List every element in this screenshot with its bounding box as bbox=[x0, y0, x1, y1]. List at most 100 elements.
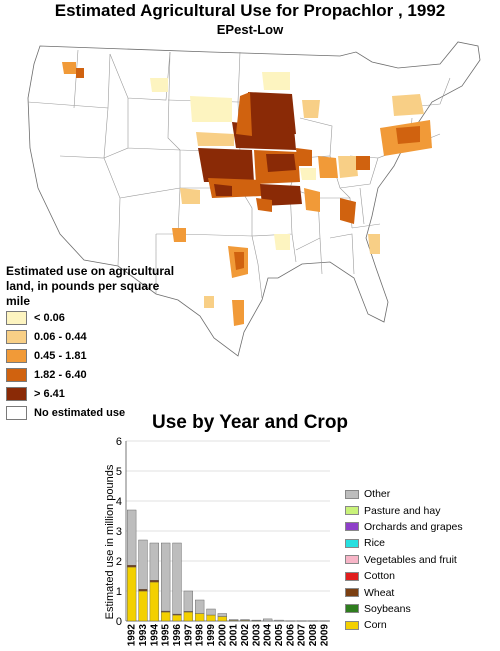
crop-swatch bbox=[345, 506, 359, 516]
x-axis-ticks: 1992 1993 1994 1995 1996 1997 1998 1999 2000 2001… bbox=[127, 624, 331, 647]
y-axis-ticks: 0 1 2 3 4 5 6 bbox=[116, 436, 122, 628]
bar-segment bbox=[161, 542, 171, 612]
y-tick-label: 0 bbox=[116, 616, 122, 628]
legend-swatch bbox=[6, 386, 27, 401]
crop-label: Soybeans bbox=[364, 602, 411, 615]
bar-segment bbox=[149, 581, 159, 622]
map-legend-item: 0.45 - 1.81 bbox=[6, 346, 186, 365]
bar-segment bbox=[127, 566, 137, 622]
bar-segment bbox=[206, 608, 216, 616]
bar-segment bbox=[172, 614, 182, 622]
bar-segment bbox=[172, 542, 182, 615]
x-tick-label: 1997 bbox=[183, 624, 194, 647]
bar-segment bbox=[195, 613, 205, 622]
y-axis-label: Estimated use in million pounds bbox=[104, 464, 116, 619]
bar-segment bbox=[149, 579, 159, 583]
x-tick-label: 2008 bbox=[308, 624, 319, 647]
bar-segment bbox=[217, 616, 227, 622]
x-tick-label: 2001 bbox=[229, 624, 240, 647]
legend-swatch bbox=[6, 405, 27, 420]
legend-label: No estimated use bbox=[34, 406, 126, 419]
x-tick-label: 2006 bbox=[285, 624, 296, 647]
bar-segment bbox=[138, 590, 148, 622]
crop-legend-item: Rice bbox=[345, 535, 500, 551]
legend-label: 0.45 - 1.81 bbox=[34, 349, 87, 362]
crop-swatch bbox=[345, 555, 359, 565]
crop-legend-item: Wheat bbox=[345, 584, 500, 600]
legend-swatch bbox=[6, 367, 27, 382]
crop-legend-item: Other bbox=[345, 486, 500, 502]
x-tick-label: 2007 bbox=[297, 624, 308, 647]
bar-segment bbox=[251, 619, 261, 621]
crop-label: Orchards and grapes bbox=[364, 520, 463, 533]
crop-swatch bbox=[345, 522, 359, 532]
bar-segment bbox=[308, 620, 318, 622]
crop-legend-item: Corn bbox=[345, 617, 500, 633]
map-legend-item: No estimated use bbox=[6, 403, 186, 422]
bar-segment bbox=[127, 564, 137, 568]
bar-segment bbox=[240, 619, 250, 621]
map-legend-item: < 0.06 bbox=[6, 308, 186, 327]
map-subtitle: EPest-Low bbox=[216, 22, 284, 37]
crop-legend-item: Vegetables and fruit bbox=[345, 552, 500, 568]
crop-label: Wheat bbox=[364, 586, 395, 599]
legend-swatch bbox=[6, 310, 27, 325]
crop-swatch bbox=[345, 620, 359, 630]
bar-segment bbox=[195, 599, 205, 614]
y-tick-label: 6 bbox=[116, 436, 122, 448]
map-legend-item: > 6.41 bbox=[6, 384, 186, 403]
legend-label: 1.82 - 6.40 bbox=[34, 368, 87, 381]
legend-swatch bbox=[6, 329, 27, 344]
y-tick-label: 5 bbox=[116, 466, 122, 478]
crop-label: Vegetables and fruit bbox=[364, 553, 457, 566]
use-by-year-chart: 0 1 2 3 4 5 6 1992 1993 1994 1995 1996 1997 1998 1999… bbox=[104, 436, 331, 647]
legend-swatch bbox=[6, 348, 27, 363]
y-tick-label: 2 bbox=[116, 556, 122, 568]
bar-segment bbox=[206, 614, 216, 622]
crop-swatch bbox=[345, 538, 359, 548]
chart-grid bbox=[125, 440, 330, 622]
bar-segment bbox=[217, 613, 227, 617]
x-tick-label: 1995 bbox=[161, 624, 172, 647]
crop-legend-item: Pasture and hay bbox=[345, 502, 500, 518]
chart-title: Use by Year and Crop bbox=[151, 412, 349, 433]
crop-label: Cotton bbox=[364, 570, 395, 583]
map-legend: < 0.06 0.06 - 0.44 0.45 - 1.81 1.82 - 6.… bbox=[6, 308, 186, 422]
x-tick-label: 1998 bbox=[195, 624, 206, 647]
bar-segment bbox=[274, 619, 284, 622]
bar-segment bbox=[263, 618, 273, 622]
crop-label: Rice bbox=[364, 537, 386, 550]
x-tick-label: 1993 bbox=[138, 624, 149, 647]
crop-swatch bbox=[345, 489, 359, 499]
crop-swatch bbox=[345, 571, 359, 581]
bar-segment bbox=[161, 611, 171, 622]
bar-segment bbox=[149, 542, 159, 581]
y-tick-label: 3 bbox=[116, 526, 122, 538]
us-outline bbox=[27, 41, 481, 357]
crop-label: Other bbox=[364, 488, 391, 501]
y-tick-label: 1 bbox=[116, 586, 122, 598]
x-tick-label: 2005 bbox=[274, 624, 285, 647]
y-tick-label: 4 bbox=[116, 496, 122, 508]
x-tick-label: 1999 bbox=[206, 624, 217, 647]
crop-label: Pasture and hay bbox=[364, 504, 441, 517]
x-tick-label: 1994 bbox=[149, 624, 160, 647]
bar-segment bbox=[297, 620, 307, 622]
crop-label: Corn bbox=[364, 619, 387, 632]
x-tick-label: 2003 bbox=[251, 624, 262, 647]
bar-segment bbox=[285, 620, 295, 622]
x-tick-label: 2000 bbox=[217, 624, 228, 647]
x-tick-label: 1992 bbox=[127, 624, 138, 647]
bar-segment bbox=[183, 611, 193, 622]
bar-segment bbox=[229, 619, 239, 621]
bar-segment bbox=[138, 539, 148, 590]
x-tick-label: 2009 bbox=[319, 624, 330, 647]
crop-swatch bbox=[345, 588, 359, 598]
bar-segment bbox=[183, 590, 193, 612]
bar-segment bbox=[138, 588, 148, 592]
map-title: Estimated Agricultural Use for Propachlo… bbox=[54, 1, 446, 20]
legend-label: < 0.06 bbox=[34, 311, 65, 324]
us-use-map bbox=[27, 41, 481, 357]
map-legend-title: Estimated use on agricultural land, in p… bbox=[6, 264, 175, 308]
crop-legend-item: Soybeans bbox=[345, 601, 500, 617]
